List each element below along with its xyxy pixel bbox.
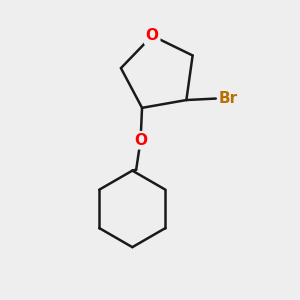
Text: O: O	[146, 28, 159, 43]
Text: Br: Br	[219, 91, 238, 106]
Text: O: O	[134, 133, 147, 148]
